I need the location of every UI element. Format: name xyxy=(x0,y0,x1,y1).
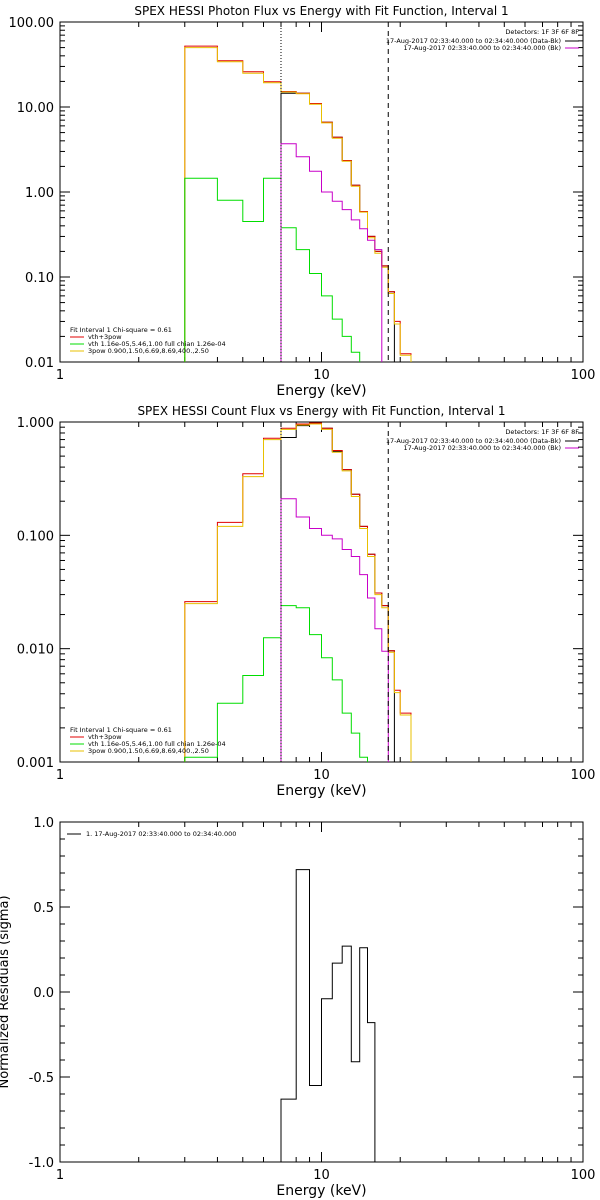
y-tick-label: 10.00 xyxy=(17,101,54,116)
x-tick-label: 10 xyxy=(313,1168,330,1183)
y-axis: 0.01 0.10 1.00 10.00 100.00 xyxy=(9,16,583,371)
chart-panel-1: SPEX HESSI Photon Flux vs Energy with Fi… xyxy=(9,4,596,399)
x-tick-label: 100 xyxy=(571,368,596,383)
y-tick-label: -1.0 xyxy=(29,1156,54,1171)
y-axis: -1.0 -0.5 0.0 0.5 1.0 Normalized Residuals (s… xyxy=(0,816,583,1171)
y-tick-label: 1.00 xyxy=(25,186,54,201)
series-line-vth-3pow xyxy=(184,422,412,762)
x-tick-label: 1 xyxy=(56,1168,64,1183)
y-tick-label: 0.0 xyxy=(33,986,54,1001)
chart-title: SPEX HESSI Count Flux vs Energy with Fit… xyxy=(137,404,505,418)
legend-entry-label: 17-Aug-2017 02:33:40.000 to 02:34:40.000… xyxy=(386,37,561,45)
y-tick-label: 0.5 xyxy=(33,901,54,916)
x-axis: 1 10 100 Energy (keV) xyxy=(56,822,596,1199)
x-tick-label: 1 xyxy=(56,768,64,783)
x-axis-label: Energy (keV) xyxy=(276,783,366,799)
series-line-vth xyxy=(184,177,361,362)
plot-frame xyxy=(59,821,584,1163)
y-tick-label: 1.0 xyxy=(33,816,54,831)
y-tick-label: 0.01 xyxy=(25,356,54,371)
legend-header: Detectors: 1F 3F 6F 8F xyxy=(505,428,579,436)
y-axis: 0.001 0.010 0.100 1.000 xyxy=(17,416,583,771)
y-tick-label: 0.10 xyxy=(25,271,54,286)
y-tick-label: 100.00 xyxy=(9,16,55,31)
y-axis-label: Normalized Residuals (sigma) xyxy=(0,895,12,1088)
y-tick-label: -0.5 xyxy=(29,1071,54,1086)
data-series-group xyxy=(184,45,412,362)
series-line-bk xyxy=(280,143,383,362)
y-tick-label: 0.100 xyxy=(17,529,54,544)
x-tick-label: 10 xyxy=(313,768,330,783)
legend-top: 1. 17-Aug-2017 02:33:40.000 to 02:34:40.… xyxy=(67,830,236,838)
legend-header: Detectors: 1F 3F 6F 8F xyxy=(505,28,579,36)
legend-entry-label: 17-Aug-2017 02:33:40.000 to 02:34:40.000… xyxy=(404,444,561,452)
legend-entry-label: 17-Aug-2017 02:33:40.000 to 02:34:40.000… xyxy=(404,44,561,52)
series-line-3pow xyxy=(184,423,412,762)
legend-header: Fit Interval 1 Chi-square = 0.61 xyxy=(70,726,172,734)
data-series-group xyxy=(184,422,412,762)
legend-header: Fit Interval 1 Chi-square = 0.61 xyxy=(70,326,172,334)
legend-entry-label: vth+3pow xyxy=(88,733,122,741)
legend-entry-label: 3pow 0.900,1.50,6.69,8.69,400.,2.50 xyxy=(88,347,209,355)
y-tick-label: 0.001 xyxy=(17,756,54,771)
series-line-1-17-aug-2017-02-33-40-000-to-02-34-40-000 xyxy=(280,869,389,1162)
legend-entry-label: vth 1.16e-05,5.46,1.00 full chian 1.26e-… xyxy=(88,740,226,748)
x-tick-label: 1 xyxy=(56,368,64,383)
legend-entry-label: 3pow 0.900,1.50,6.69,8.69,400.,2.50 xyxy=(88,747,209,755)
series-line-bk xyxy=(280,498,389,762)
x-tick-label: 100 xyxy=(571,768,596,783)
data-series-group xyxy=(280,869,389,1162)
plot-frame xyxy=(59,421,584,763)
legend-entry-label: 17-Aug-2017 02:33:40.000 to 02:34:40.000… xyxy=(386,437,561,445)
legend-entry-label: vth+3pow xyxy=(88,333,122,341)
x-tick-label: 100 xyxy=(571,1168,596,1183)
chart-panel-3: 1 10 100 Energy (keV) -1.0 -0.5 0.0 0.5 1.0 Norma… xyxy=(0,816,595,1199)
legend-bottom: Fit Interval 1 Chi-square = 0.61vth+3pow… xyxy=(70,326,226,355)
legend-entry-label: 1. 17-Aug-2017 02:33:40.000 to 02:34:40.… xyxy=(86,830,236,838)
y-tick-label: 0.010 xyxy=(17,643,54,658)
y-tick-label: 1.000 xyxy=(17,416,54,431)
series-line-data-bk xyxy=(280,92,395,362)
chart-panel-2: SPEX HESSI Count Flux vs Energy with Fit… xyxy=(17,404,596,799)
x-tick-label: 10 xyxy=(313,368,330,383)
chart-title: SPEX HESSI Photon Flux vs Energy with Fi… xyxy=(134,4,508,18)
legend-bottom: Fit Interval 1 Chi-square = 0.61vth+3pow… xyxy=(70,726,226,755)
series-line-vth xyxy=(184,605,368,762)
legend-entry-label: vth 1.16e-05,5.46,1.00 full chian 1.26e-… xyxy=(88,340,226,348)
x-axis-label: Energy (keV) xyxy=(276,383,366,399)
x-axis-label: Energy (keV) xyxy=(276,1183,366,1199)
series-line-3pow xyxy=(184,47,412,362)
